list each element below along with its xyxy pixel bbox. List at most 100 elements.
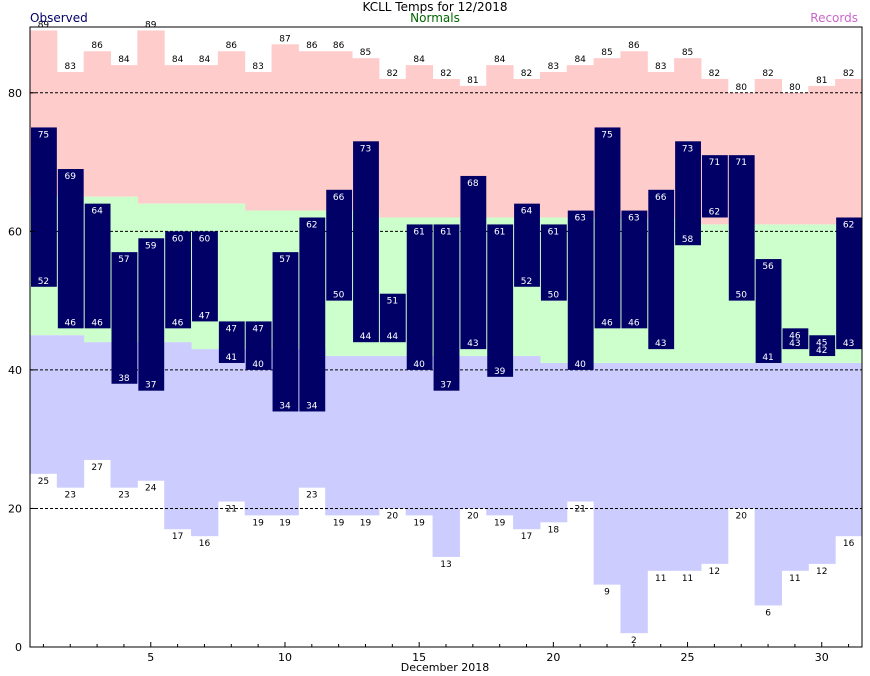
observed-low-label: 50 — [333, 291, 345, 301]
y-tick-label: 60 — [8, 225, 22, 238]
legend-normals: Normals — [410, 11, 460, 25]
record-low-label: 2 — [631, 636, 637, 646]
record-high-band — [781, 92, 809, 225]
observed-low-label: 58 — [682, 235, 694, 245]
record-high-band — [137, 30, 165, 204]
record-low-band — [566, 362, 595, 502]
observed-high-label: 69 — [65, 172, 77, 182]
observed-bar — [138, 238, 165, 391]
record-high-label: 81 — [467, 76, 478, 86]
record-high-band — [754, 78, 782, 225]
legend-observed: Observed — [30, 11, 88, 25]
observed-bar — [111, 252, 138, 384]
observed-low-label: 40 — [413, 360, 425, 370]
record-low-band — [513, 356, 541, 530]
observed-high-label: 73 — [682, 144, 693, 154]
record-low-label: 23 — [306, 491, 317, 501]
observed-bar — [379, 293, 406, 343]
record-high-label: 82 — [440, 69, 451, 79]
observed-low-label: 37 — [145, 381, 156, 391]
record-high-label: 83 — [65, 62, 76, 72]
record-high-label: 86 — [306, 41, 318, 51]
observed-low-label: 52 — [38, 277, 49, 287]
observed-high-label: 46 — [789, 331, 801, 341]
record-low-band — [620, 362, 648, 634]
observed-low-label: 43 — [843, 339, 854, 349]
record-low-label: 9 — [604, 588, 610, 598]
observed-low-label: 41 — [226, 353, 237, 363]
record-low-label: 11 — [682, 574, 693, 584]
observed-high-label: 47 — [252, 324, 263, 334]
observed-high-label: 66 — [333, 193, 345, 203]
record-low-label: 17 — [172, 532, 183, 542]
observed-high-label: 57 — [118, 255, 129, 265]
record-high-band — [378, 78, 407, 218]
record-low-band — [217, 349, 246, 502]
observed-bar — [165, 231, 192, 329]
record-high-band — [808, 85, 836, 225]
observed-low-label: 34 — [279, 401, 291, 411]
record-high-band — [486, 65, 514, 218]
record-high-band — [325, 51, 353, 211]
observed-low-label: 39 — [494, 367, 506, 377]
observed-bar — [487, 224, 514, 377]
record-high-label: 83 — [655, 62, 666, 72]
record-low-label: 21 — [574, 505, 585, 515]
record-low-label: 21 — [226, 505, 237, 515]
x-tick-label: 20 — [546, 651, 560, 664]
record-low-label: 25 — [38, 477, 49, 487]
record-low-band — [674, 362, 702, 571]
record-high-label: 84 — [413, 55, 425, 65]
record-low-band — [835, 362, 863, 537]
record-low-band — [808, 362, 836, 564]
record-high-band — [620, 51, 648, 218]
record-low-band — [325, 356, 353, 516]
observed-low-label: 46 — [65, 318, 77, 328]
observed-high-label: 71 — [735, 158, 746, 168]
record-low-band — [727, 362, 756, 509]
observed-high-label: 62 — [843, 221, 854, 231]
observed-high-label: 56 — [762, 262, 774, 272]
observed-low-label: 42 — [816, 346, 827, 356]
record-low-label: 19 — [413, 518, 425, 528]
observed-bar — [621, 210, 648, 329]
record-low-label: 11 — [789, 574, 800, 584]
record-high-label: 82 — [521, 69, 532, 79]
observed-low-label: 52 — [521, 277, 532, 287]
record-low-label: 23 — [65, 491, 76, 501]
observed-low-label: 47 — [199, 311, 210, 321]
record-high-band — [566, 65, 595, 218]
record-high-label: 80 — [735, 83, 747, 93]
observed-low-label: 50 — [735, 291, 747, 301]
record-low-band — [378, 356, 407, 509]
observed-bar — [836, 217, 862, 350]
record-high-label: 86 — [226, 41, 238, 51]
observed-low-label: 62 — [709, 208, 720, 218]
record-high-label: 86 — [333, 41, 345, 51]
observed-bar — [514, 203, 540, 287]
record-low-band — [352, 356, 380, 516]
observed-high-label: 64 — [91, 207, 103, 217]
record-low-label: 20 — [467, 511, 479, 521]
observed-high-label: 59 — [145, 241, 157, 251]
record-low-label: 12 — [816, 567, 827, 577]
record-high-band — [110, 65, 138, 197]
observed-high-label: 75 — [38, 130, 49, 140]
observed-low-label: 43 — [467, 339, 478, 349]
y-tick-label: 40 — [8, 364, 22, 377]
legend-records: Records — [810, 11, 858, 25]
chart-title: KCLL Temps for 12/2018 — [362, 0, 508, 14]
record-low-label: 18 — [548, 525, 560, 535]
observed-high-label: 68 — [467, 179, 479, 189]
observed-low-label: 50 — [548, 291, 560, 301]
x-tick-label: 10 — [278, 651, 292, 664]
record-high-band — [217, 51, 246, 204]
record-high-band — [298, 51, 326, 211]
record-low-band — [405, 356, 434, 516]
record-low-label: 16 — [843, 539, 855, 549]
record-high-label: 83 — [548, 62, 559, 72]
record-low-band — [754, 362, 782, 606]
record-high-label: 82 — [387, 69, 398, 79]
record-high-label: 82 — [843, 69, 854, 79]
